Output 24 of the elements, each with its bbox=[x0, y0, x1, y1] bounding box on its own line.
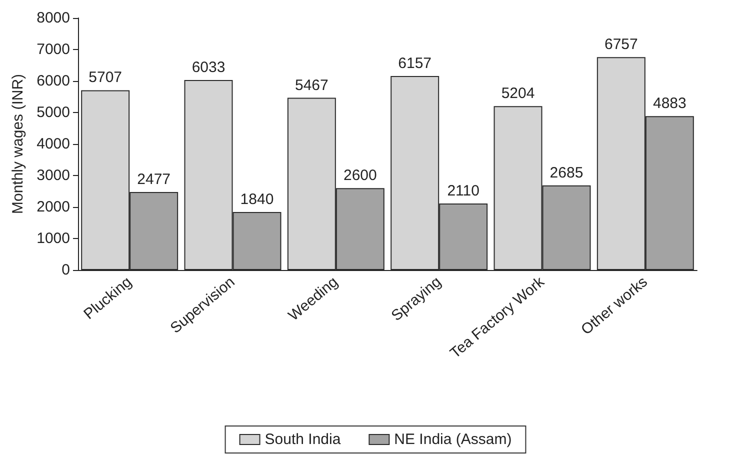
legend-label: South India bbox=[264, 431, 342, 448]
data-label: 1840 bbox=[240, 191, 274, 208]
data-label: 4883 bbox=[652, 95, 686, 112]
data-label: 6157 bbox=[398, 55, 432, 72]
legend-label: NE India (Assam) bbox=[394, 431, 512, 448]
data-label: 2110 bbox=[447, 182, 480, 200]
y-tick-label: 6000 bbox=[36, 72, 70, 90]
y-tick-label: 0 bbox=[62, 262, 70, 278]
data-label: 5204 bbox=[501, 85, 535, 102]
data-label: 6033 bbox=[192, 58, 226, 76]
data-label: 2477 bbox=[137, 170, 171, 188]
y-tick-label: 1000 bbox=[36, 230, 70, 247]
y-tick-label: 2000 bbox=[36, 198, 70, 216]
data-label: 2600 bbox=[343, 167, 377, 184]
y-tick-label: 5000 bbox=[36, 104, 70, 121]
data-label: 2685 bbox=[550, 164, 584, 182]
y-axis-title: Monthly wages (INR) bbox=[10, 74, 27, 214]
data-label: 5707 bbox=[88, 69, 122, 86]
y-tick-label: 4000 bbox=[36, 136, 70, 152]
data-label: 6757 bbox=[604, 36, 638, 54]
y-tick-label: 7000 bbox=[36, 41, 70, 58]
y-tick-label: 8000 bbox=[36, 10, 70, 26]
data-label: 5467 bbox=[294, 76, 328, 94]
y-tick-label: 3000 bbox=[36, 167, 70, 184]
